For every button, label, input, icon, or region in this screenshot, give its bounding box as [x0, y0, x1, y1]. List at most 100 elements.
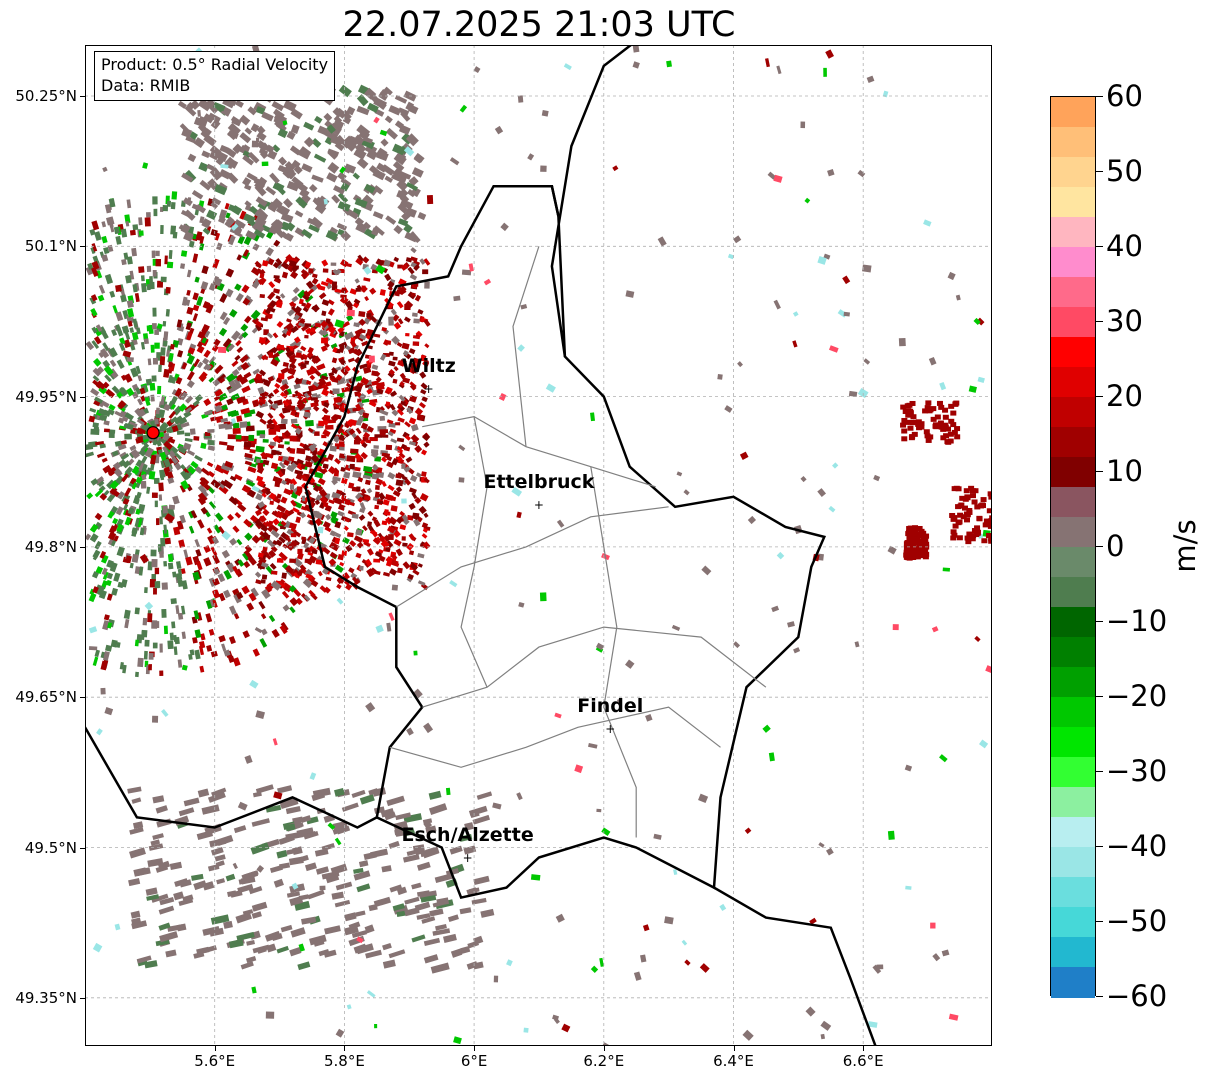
echo-pixel [416, 861, 431, 871]
echo-pixel [226, 562, 236, 573]
echo-pixel [200, 633, 206, 641]
echo-pixel [325, 230, 339, 242]
echo-pixel [214, 277, 223, 287]
echo-pixel [393, 365, 399, 372]
echo-pixel [200, 506, 208, 515]
echo-pixel [930, 416, 937, 422]
echo-pixel [211, 787, 227, 797]
echo-pixel [360, 376, 370, 386]
lon-tick-label: 6°E [460, 1052, 488, 1070]
echo-pixel [251, 911, 262, 919]
echo-pixel [259, 522, 266, 530]
echo-pixel [818, 842, 825, 848]
echo-pixel [918, 421, 925, 427]
echo-pixel [309, 934, 327, 946]
echo-pixel [418, 402, 426, 409]
echo-pixel [173, 415, 184, 425]
echo-pixel [857, 169, 866, 178]
echo-pixel [295, 597, 303, 606]
echo-pixel [301, 397, 308, 404]
echo-pixel [252, 400, 259, 408]
echo-pixel [276, 344, 285, 350]
echo-pixel [152, 323, 157, 330]
echo-pixel [198, 645, 205, 656]
echo-pixel [356, 486, 361, 492]
colorbar-tick-label: −60 [1106, 979, 1168, 1013]
echo-pixel [193, 951, 205, 959]
echo-pixel [268, 281, 276, 289]
echo-pixel [517, 344, 525, 352]
echo-pixel [386, 795, 405, 807]
echo-pixel [385, 547, 391, 552]
echo-pixel [256, 475, 264, 482]
echo-pixel [131, 920, 148, 930]
echo-pixel [563, 63, 572, 71]
city-label: Findel [577, 695, 644, 718]
echo-pixel [269, 562, 277, 570]
echo-pixel [219, 169, 232, 180]
echo-pixel [372, 211, 384, 220]
echo-pixel [261, 355, 269, 361]
echo-pixel [121, 415, 129, 423]
echo-pixel [259, 637, 268, 648]
echo-pixel [395, 812, 412, 821]
echo-pixel [473, 66, 481, 74]
echo-pixel [955, 520, 962, 526]
echo-pixel [104, 374, 112, 383]
echo-pixel [277, 455, 283, 462]
echo-pixel [221, 643, 227, 652]
echo-pixel [329, 530, 337, 537]
echo-pixel [590, 965, 599, 973]
echo-pixel [295, 472, 304, 481]
echo-pixel [340, 497, 351, 506]
echo-pixel [422, 527, 429, 533]
echo-pixel [236, 346, 244, 354]
echo-pixel [231, 330, 241, 341]
echo-pixel [168, 250, 173, 259]
echo-pixel [226, 148, 237, 158]
echo-pixel [978, 739, 989, 749]
echo-pixel [268, 352, 274, 358]
echo-pixel [225, 212, 231, 219]
echo-pixel [167, 361, 174, 368]
echo-pixel [378, 409, 389, 416]
echo-pixel [131, 917, 141, 925]
echo-pixel [281, 572, 287, 579]
echo-pixel [309, 365, 318, 373]
echo-pixel [111, 329, 118, 337]
echo-pixel [408, 550, 415, 556]
echo-pixel [366, 548, 374, 556]
echo-pixel [289, 896, 304, 907]
echo-pixel [261, 562, 269, 568]
echo-pixel [231, 205, 243, 216]
echo-pixel [295, 391, 305, 401]
echo-pixel [144, 217, 151, 227]
echo-pixel [343, 471, 351, 479]
echo-pixel [278, 461, 286, 469]
echo-pixel [122, 460, 131, 469]
radar-map[interactable] [85, 45, 992, 1046]
echo-pixel [321, 434, 327, 439]
echo-pixel [330, 135, 342, 146]
echo-pixel [239, 210, 247, 220]
echo-pixel [325, 873, 340, 884]
echo-pixel [942, 567, 951, 572]
echo-pixel [266, 332, 274, 339]
colorbar-segment [1051, 127, 1095, 158]
echo-pixel [165, 350, 171, 357]
echo-pixel [308, 224, 320, 233]
echo-pixel [163, 467, 170, 477]
echo-pixel [384, 175, 394, 183]
echo-pixel [344, 331, 355, 341]
echo-pixel [940, 435, 947, 441]
echo-pixel [260, 488, 268, 495]
echo-pixel [319, 885, 326, 891]
echo-pixel [243, 441, 252, 448]
echo-pixel [283, 404, 291, 410]
echo-pixel [270, 358, 280, 367]
echo-pixel [420, 471, 427, 477]
echo-pixel [312, 405, 320, 412]
echo-pixel [511, 486, 523, 497]
echo-pixel [469, 887, 480, 894]
echo-pixel [373, 558, 381, 563]
